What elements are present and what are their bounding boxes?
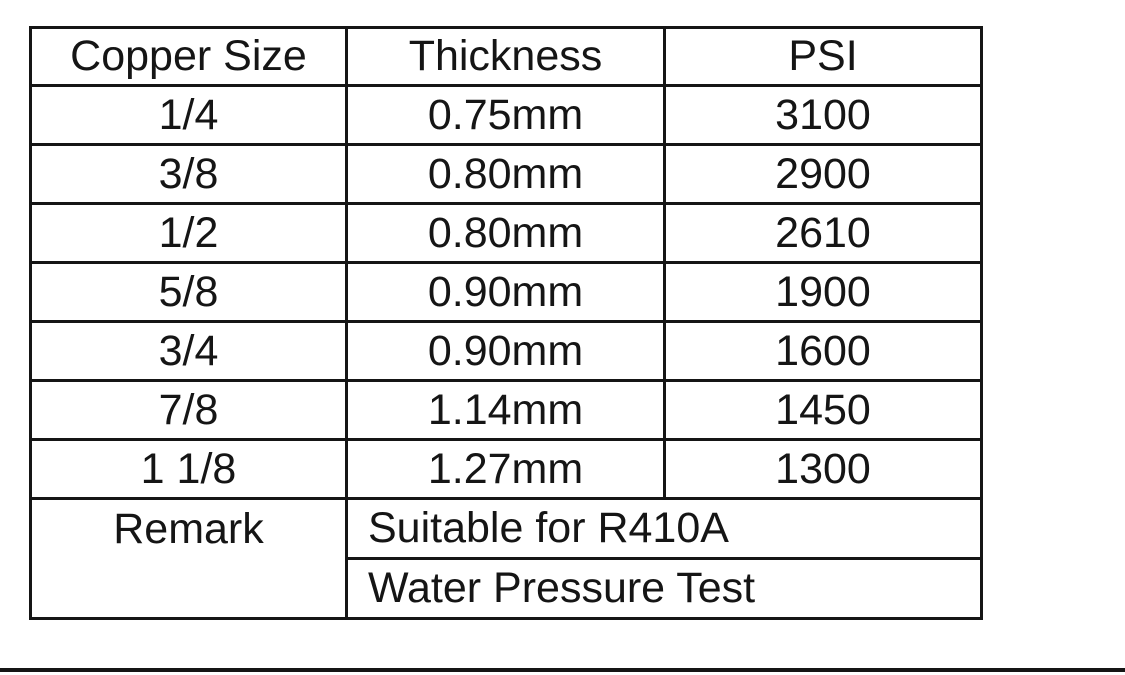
copper-spec-table: Copper Size Thickness PSI 1/4 0.75mm 310…: [29, 26, 983, 620]
cell-psi: 1300: [663, 438, 983, 500]
table-row: 1/4 0.75mm 3100: [29, 84, 983, 146]
cell-thickness: 1.27mm: [345, 438, 666, 500]
cell-thickness: 0.80mm: [345, 202, 666, 264]
bottom-divider-line: [0, 668, 1125, 672]
remark-row-2: Water Pressure Test: [31, 557, 983, 620]
cell-copper-size: 1/2: [29, 202, 348, 264]
remark-label-cell: Remark: [29, 497, 348, 620]
cell-psi: 1450: [663, 379, 983, 441]
remark-line-1: Suitable for R410A: [345, 497, 983, 560]
cell-thickness: 1.14mm: [345, 379, 666, 441]
cell-thickness: 0.75mm: [345, 84, 666, 146]
table-row: 7/8 1.14mm 1450: [29, 379, 983, 441]
cell-copper-size: 7/8: [29, 379, 348, 441]
cell-thickness: 0.90mm: [345, 261, 666, 323]
cell-psi: 2610: [663, 202, 983, 264]
cell-copper-size: 3/8: [29, 143, 348, 205]
cell-copper-size: 1/4: [29, 84, 348, 146]
header-cell-thickness: Thickness: [345, 26, 666, 87]
cell-copper-size: 5/8: [29, 261, 348, 323]
table-row: 1/2 0.80mm 2610: [29, 202, 983, 264]
remark-label: Remark: [113, 504, 264, 553]
header-cell-psi: PSI: [663, 26, 983, 87]
cell-psi: 1900: [663, 261, 983, 323]
cell-thickness: 0.80mm: [345, 143, 666, 205]
cell-psi: 3100: [663, 84, 983, 146]
table-row: 3/8 0.80mm 2900: [29, 143, 983, 205]
table-row: 5/8 0.90mm 1900: [29, 261, 983, 323]
cell-thickness: 0.90mm: [345, 320, 666, 382]
header-cell-copper-size: Copper Size: [29, 26, 348, 87]
table-row: 3/4 0.90mm 1600: [29, 320, 983, 382]
cell-psi: 1600: [663, 320, 983, 382]
cell-copper-size: 1 1/8: [29, 438, 348, 500]
cell-psi: 2900: [663, 143, 983, 205]
cell-copper-size: 3/4: [29, 320, 348, 382]
table-header-row: Copper Size Thickness PSI: [29, 26, 983, 87]
remark-line-2: Water Pressure Test: [345, 557, 983, 620]
remark-row-1: Remark Suitable for R410A: [29, 497, 983, 620]
table-row: 1 1/8 1.27mm 1300: [29, 438, 983, 500]
